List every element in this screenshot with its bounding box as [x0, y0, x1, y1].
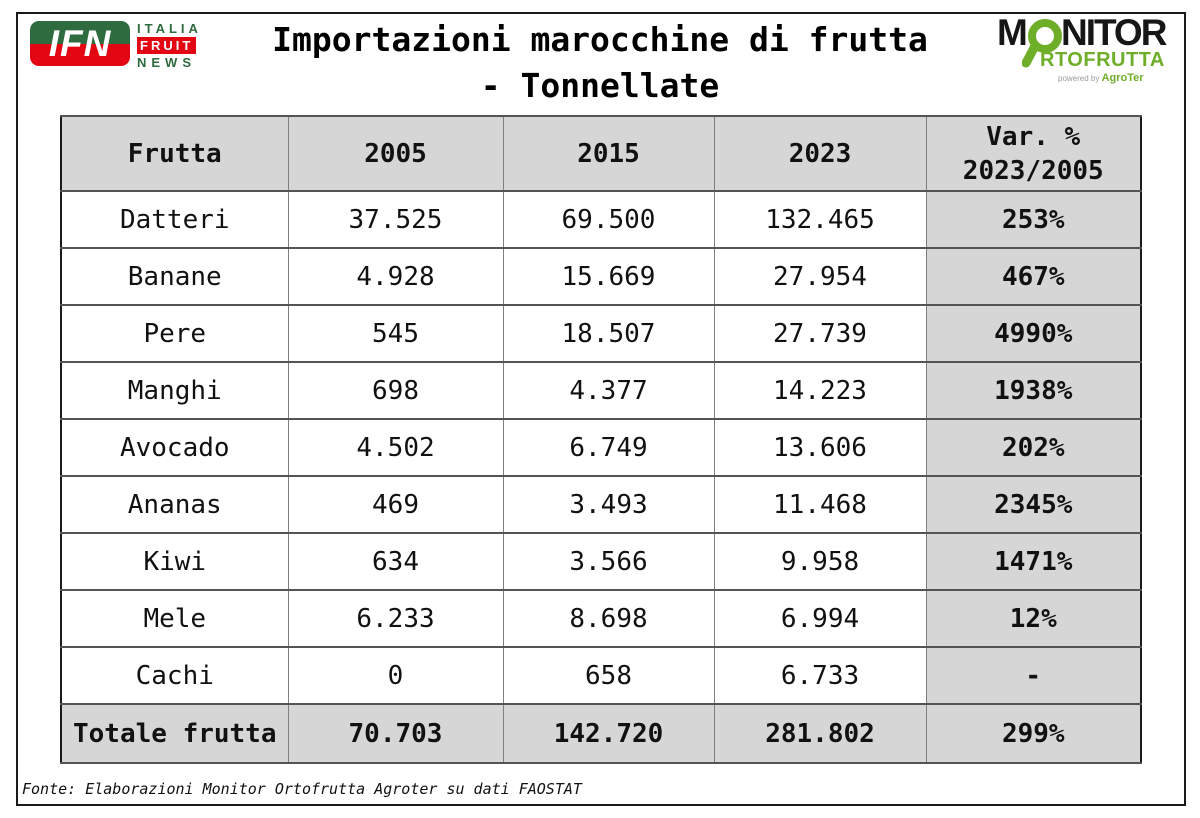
table-row: Banane 4.928 15.669 27.954 467% — [60, 247, 1142, 306]
value-2015-cell: 69.500 — [502, 190, 715, 249]
value-2023-cell: 13.606 — [713, 418, 927, 477]
ifn-badge-text: IFN — [48, 22, 112, 64]
var-percent-cell: 1938% — [925, 361, 1142, 420]
value-2015-cell: 3.493 — [502, 475, 715, 534]
table-row: Avocado 4.502 6.749 13.606 202% — [60, 418, 1142, 477]
var-percent-cell: 2345% — [925, 475, 1142, 534]
var-percent-cell: 1471% — [925, 532, 1142, 591]
fruit-name-cell: Mele — [60, 589, 289, 648]
value-2023-cell: 9.958 — [713, 532, 927, 591]
col-header-var-percent: Var. % 2023/2005 — [925, 115, 1142, 192]
value-2015-cell: 4.377 — [502, 361, 715, 420]
monitor-logo-powered-by: powered by AgroTer — [1058, 72, 1144, 84]
value-2023-cell: 27.739 — [713, 304, 927, 363]
table-row: Datteri 37.525 69.500 132.465 253% — [60, 190, 1142, 249]
fruit-name-cell: Totale frutta — [60, 703, 289, 764]
fruit-name-cell: Banane — [60, 247, 289, 306]
value-2005-cell: 469 — [287, 475, 504, 534]
value-2005-cell: 70.703 — [287, 703, 504, 764]
value-2005-cell: 698 — [287, 361, 504, 420]
fruit-name-cell: Kiwi — [60, 532, 289, 591]
col-header-2023: 2023 — [713, 115, 927, 192]
var-percent-cell: 202% — [925, 418, 1142, 477]
table-row: Cachi 0 658 6.733- — [60, 646, 1142, 705]
fruit-name-cell: Avocado — [60, 418, 289, 477]
monitor-logo-m: M — [997, 12, 1028, 53]
total-row: Totale frutta 70.703 142.720 281.802 299% — [60, 703, 1142, 764]
table-row: Ananas 469 3.493 11.468 2345% — [60, 475, 1142, 534]
value-2005-cell: 4.928 — [287, 247, 504, 306]
ifn-word-italia: ITALIA — [137, 21, 202, 36]
value-2023-cell: 6.994 — [713, 589, 927, 648]
value-2015-cell: 658 — [502, 646, 715, 705]
value-2023-cell: 6.733 — [713, 646, 927, 705]
ifn-badge: IFN — [30, 21, 130, 66]
var-header-line-2: 2023/2005 — [962, 155, 1104, 186]
value-2015-cell: 6.749 — [502, 418, 715, 477]
ifn-wordmark: ITALIA FRUIT NEWS — [137, 21, 202, 70]
header-row: Frutta 2005 2015 2023 Var. % 2023/2005 — [60, 115, 1142, 192]
ifn-badge-green-half — [30, 21, 130, 44]
var-percent-cell: 299% — [925, 703, 1142, 764]
imports-table: Frutta 2005 2015 2023 Var. % 2023/2005 D… — [60, 115, 1142, 764]
value-2015-cell: 3.566 — [502, 532, 715, 591]
value-2005-cell: 37.525 — [287, 190, 504, 249]
value-2023-cell: 281.802 — [713, 703, 927, 764]
ifn-word-news: NEWS — [137, 55, 196, 70]
var-percent-cell: 253% — [925, 190, 1142, 249]
value-2005-cell: 6.233 — [287, 589, 504, 648]
fruit-name-cell: Ananas — [60, 475, 289, 534]
col-header-frutta: Frutta — [60, 115, 289, 192]
fruit-name-cell: Manghi — [60, 361, 289, 420]
agroter-brand: AgroTer — [1101, 72, 1144, 84]
title-line-2: - Tonnellate — [480, 66, 720, 105]
value-2015-cell: 15.669 — [502, 247, 715, 306]
table-row: Kiwi 634 3.566 9.958 1471% — [60, 532, 1142, 591]
value-2023-cell: 27.954 — [713, 247, 927, 306]
table-body: Datteri 37.525 69.500 132.465 253% Banane 4.92… — [60, 190, 1142, 764]
var-percent-cell: 467% — [925, 247, 1142, 306]
ifn-word-fruit: FRUIT — [137, 37, 197, 54]
table-row: Pere 545 18.507 27.739 4990% — [60, 304, 1142, 363]
ifn-logo: IFN ITALIA FRUIT NEWS — [30, 21, 202, 70]
col-header-2005: 2005 — [287, 115, 504, 192]
value-2023-cell: 14.223 — [713, 361, 927, 420]
value-2005-cell: 545 — [287, 304, 504, 363]
fruit-name-cell: Datteri — [60, 190, 289, 249]
ifn-badge-red-half — [30, 43, 130, 66]
var-percent-cell: 12% — [925, 589, 1142, 648]
value-2023-cell: 132.465 — [713, 190, 927, 249]
table-row: Manghi 698 4.377 14.223 1938% — [60, 361, 1142, 420]
powered-by-label: powered by — [1058, 74, 1100, 83]
col-header-2015: 2015 — [502, 115, 715, 192]
value-2005-cell: 4.502 — [287, 418, 504, 477]
monitor-logo-nitor: NITOR — [1061, 12, 1167, 53]
value-2005-cell: 0 — [287, 646, 504, 705]
fruit-name-cell: Cachi — [60, 646, 289, 705]
var-percent-cell: - — [925, 646, 1142, 705]
source-note: Fonte: Elaborazioni Monitor Ortofrutta A… — [22, 780, 582, 798]
table-row: Mele 6.233 8.698 6.994 12% — [60, 589, 1142, 648]
var-header-line-1: Var. % — [986, 121, 1081, 152]
value-2005-cell: 634 — [287, 532, 504, 591]
title-line-1: Importazioni marocchine di frutta — [272, 20, 928, 59]
page-title: Importazioni marocchine di frutta - Tonn… — [200, 17, 1000, 109]
monitor-ortofrutta-logo: M NITOR RTOFRUTTA powered by AgroTer — [997, 14, 1175, 86]
value-2015-cell: 8.698 — [502, 589, 715, 648]
fruit-name-cell: Pere — [60, 304, 289, 363]
value-2015-cell: 18.507 — [502, 304, 715, 363]
value-2023-cell: 11.468 — [713, 475, 927, 534]
monitor-logo-ortofrutta: RTOFRUTTA — [1040, 49, 1165, 71]
value-2015-cell: 142.720 — [502, 703, 715, 764]
var-percent-cell: 4990% — [925, 304, 1142, 363]
magnifier-icon — [1022, 19, 1062, 68]
